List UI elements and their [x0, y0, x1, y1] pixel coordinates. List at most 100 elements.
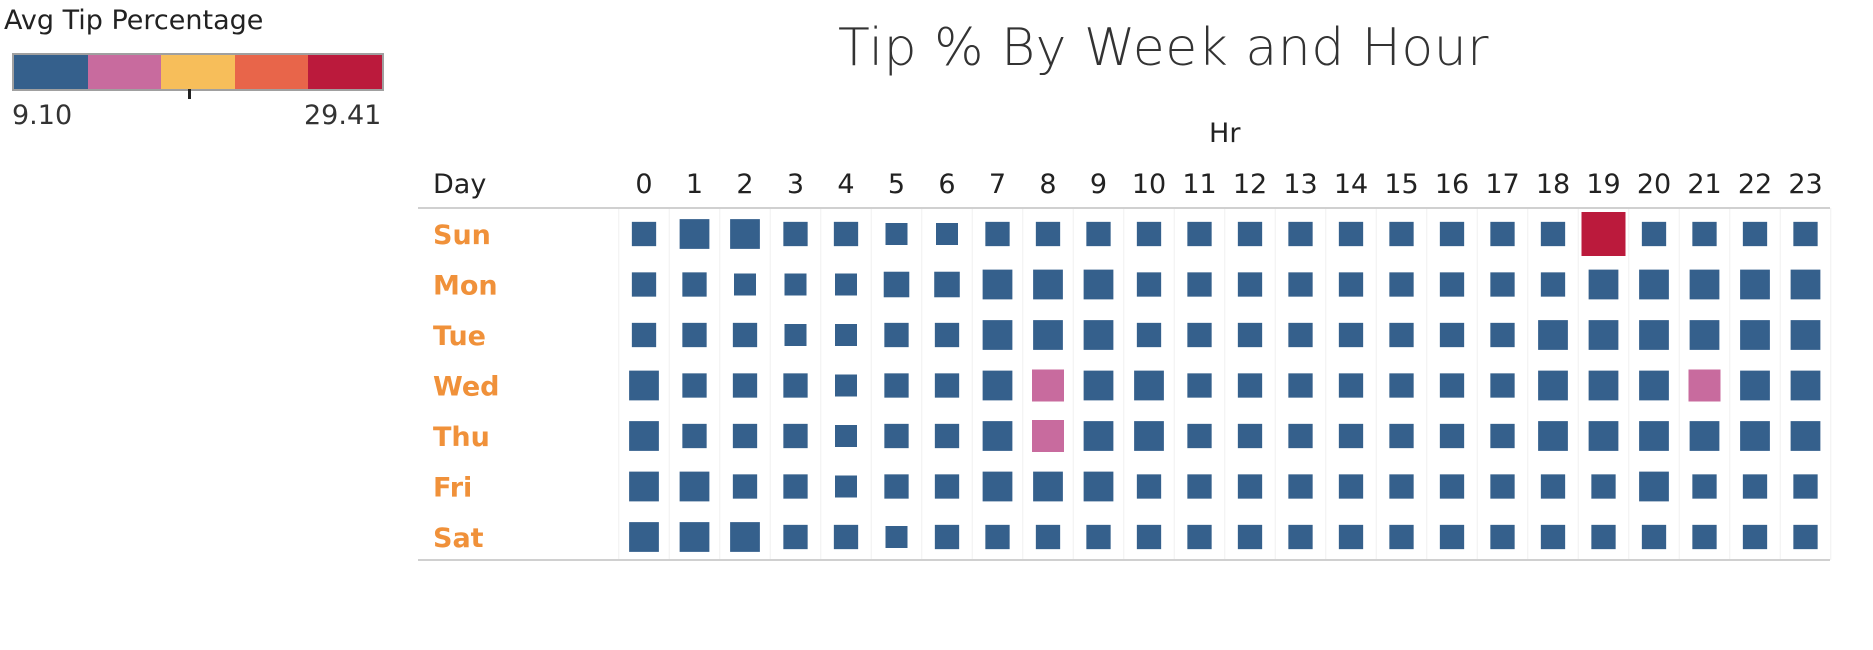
heatmap-cell[interactable]: [784, 324, 807, 346]
heatmap-cell[interactable]: [1439, 322, 1465, 348]
heatmap-cell[interactable]: [884, 373, 909, 398]
heatmap-cell[interactable]: [629, 370, 659, 401]
heatmap-cell[interactable]: [1187, 272, 1212, 297]
heatmap-cell[interactable]: [1490, 524, 1515, 550]
heatmap-cell[interactable]: [1581, 212, 1626, 256]
heatmap-cell[interactable]: [985, 221, 1010, 247]
heatmap-cell[interactable]: [1641, 524, 1667, 550]
heatmap-cell[interactable]: [1083, 269, 1114, 300]
heatmap-cell[interactable]: [1083, 421, 1114, 451]
heatmap-cell[interactable]: [1288, 221, 1313, 247]
heatmap-cell[interactable]: [1793, 474, 1818, 499]
heatmap-cell[interactable]: [1338, 373, 1364, 398]
heatmap-cell[interactable]: [783, 221, 808, 247]
heatmap-cell[interactable]: [1740, 269, 1770, 300]
heatmap-cell[interactable]: [730, 219, 760, 249]
heatmap-cell[interactable]: [1033, 320, 1063, 350]
legend-color-bar[interactable]: [12, 53, 384, 91]
heatmap-cell[interactable]: [1338, 474, 1364, 499]
heatmap-cell[interactable]: [1187, 322, 1212, 348]
heatmap-cell[interactable]: [1591, 524, 1616, 550]
heatmap-cell[interactable]: [682, 373, 707, 398]
heatmap-cell[interactable]: [1538, 370, 1568, 401]
heatmap-cell[interactable]: [1639, 471, 1669, 502]
heatmap-cell[interactable]: [1692, 221, 1717, 247]
heatmap-cell[interactable]: [1490, 474, 1515, 499]
heatmap-cell[interactable]: [1540, 221, 1566, 247]
heatmap-cell[interactable]: [1389, 272, 1414, 297]
heatmap-cell[interactable]: [982, 370, 1013, 401]
heatmap-cell[interactable]: [1639, 370, 1669, 401]
heatmap-cell[interactable]: [1689, 269, 1720, 300]
heatmap-cell[interactable]: [1136, 322, 1162, 348]
heatmap-cell[interactable]: [1790, 370, 1821, 401]
heatmap-cell[interactable]: [732, 373, 758, 398]
heatmap-cell[interactable]: [835, 425, 857, 447]
heatmap-cell[interactable]: [934, 322, 960, 348]
heatmap-cell[interactable]: [833, 221, 859, 247]
heatmap-cell[interactable]: [732, 474, 758, 499]
heatmap-cell[interactable]: [1032, 369, 1064, 402]
heatmap-cell[interactable]: [1237, 524, 1263, 550]
heatmap-cell[interactable]: [884, 423, 909, 449]
heatmap-cell[interactable]: [783, 524, 808, 550]
heatmap-cell[interactable]: [1033, 269, 1063, 300]
heatmap-cell[interactable]: [1740, 421, 1770, 451]
heatmap-cell[interactable]: [1136, 272, 1162, 297]
heatmap-cell[interactable]: [679, 522, 710, 552]
heatmap-cell[interactable]: [1742, 474, 1768, 499]
heatmap-cell[interactable]: [1136, 524, 1162, 550]
heatmap-cell[interactable]: [982, 421, 1013, 451]
heatmap-cell[interactable]: [1187, 524, 1212, 550]
heatmap-cell[interactable]: [1692, 524, 1717, 550]
heatmap-cell[interactable]: [1793, 524, 1818, 550]
heatmap-cell[interactable]: [783, 474, 808, 499]
heatmap-cell[interactable]: [1439, 474, 1465, 499]
heatmap-cell[interactable]: [1338, 524, 1364, 550]
heatmap-cell[interactable]: [985, 524, 1010, 550]
heatmap-cell[interactable]: [631, 272, 657, 297]
heatmap-cell[interactable]: [1338, 221, 1364, 247]
heatmap-cell[interactable]: [1338, 272, 1364, 297]
heatmap-cell[interactable]: [1389, 474, 1414, 499]
heatmap-cell[interactable]: [1237, 322, 1263, 348]
heatmap-cell[interactable]: [1490, 423, 1515, 449]
heatmap-cell[interactable]: [1032, 420, 1064, 452]
heatmap-cell[interactable]: [1439, 272, 1465, 297]
heatmap-cell[interactable]: [1136, 221, 1162, 247]
heatmap-cell[interactable]: [783, 373, 808, 398]
heatmap-cell[interactable]: [629, 471, 659, 502]
heatmap-cell[interactable]: [883, 271, 910, 298]
heatmap-cell[interactable]: [1439, 373, 1465, 398]
heatmap-cell[interactable]: [1035, 221, 1061, 247]
heatmap-cell[interactable]: [682, 423, 707, 449]
heatmap-cell[interactable]: [833, 524, 859, 550]
heatmap-cell[interactable]: [1083, 370, 1114, 401]
heatmap-cell[interactable]: [1588, 421, 1619, 451]
heatmap-cell[interactable]: [1288, 423, 1313, 449]
heatmap-cell[interactable]: [1134, 370, 1164, 401]
heatmap-cell[interactable]: [1688, 369, 1721, 402]
heatmap-cell[interactable]: [1639, 421, 1669, 451]
heatmap-cell[interactable]: [1134, 421, 1164, 451]
heatmap-cell[interactable]: [1639, 269, 1669, 300]
heatmap-cell[interactable]: [1490, 373, 1515, 398]
heatmap-cell[interactable]: [1439, 423, 1465, 449]
heatmap-cell[interactable]: [1237, 272, 1263, 297]
heatmap-cell[interactable]: [1033, 471, 1063, 502]
heatmap-cell[interactable]: [982, 269, 1013, 300]
heatmap-cell[interactable]: [1591, 474, 1616, 499]
heatmap-cell[interactable]: [835, 273, 857, 296]
heatmap-cell[interactable]: [1490, 221, 1515, 247]
heatmap-cell[interactable]: [732, 423, 758, 449]
heatmap-cell[interactable]: [783, 423, 808, 449]
heatmap-cell[interactable]: [1389, 423, 1414, 449]
heatmap-cell[interactable]: [934, 373, 960, 398]
heatmap-cell[interactable]: [885, 526, 908, 548]
heatmap-cell[interactable]: [1639, 320, 1669, 350]
heatmap-cell[interactable]: [629, 522, 659, 552]
heatmap-cell[interactable]: [629, 421, 659, 451]
heatmap-cell[interactable]: [1793, 221, 1818, 247]
heatmap-cell[interactable]: [1237, 373, 1263, 398]
heatmap-cell[interactable]: [884, 474, 909, 499]
